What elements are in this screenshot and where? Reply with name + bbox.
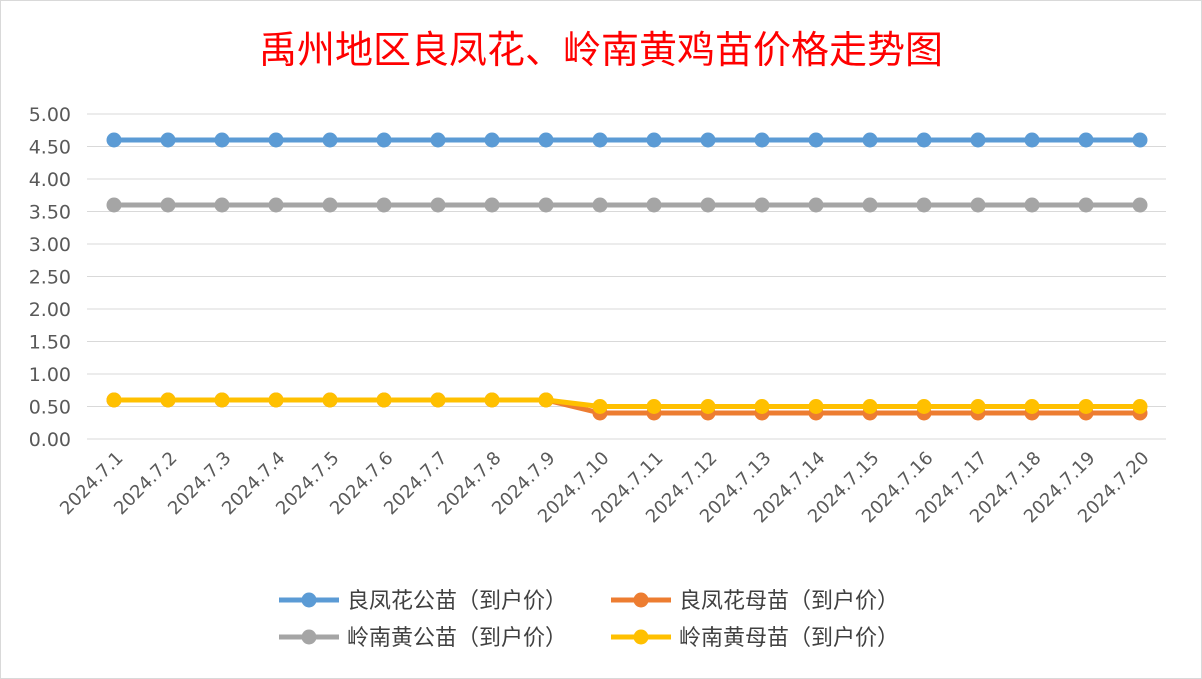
legend-item-2: 良凤花母苗（到户价） [611, 589, 899, 614]
data-point [1132, 197, 1148, 213]
data-point [646, 399, 662, 414]
data-point [538, 132, 554, 148]
data-point [808, 197, 824, 213]
legend-label: 岭南黄公苗（到户价） [347, 626, 567, 651]
y-tick-label: 2.00 [29, 299, 71, 321]
data-point [1132, 132, 1148, 148]
data-point [160, 132, 176, 148]
data-point [214, 197, 230, 213]
data-point [1078, 197, 1094, 213]
data-point [754, 197, 770, 213]
data-point [754, 399, 770, 414]
legend-swatch-marker [633, 629, 649, 645]
data-point [808, 399, 824, 414]
data-point [268, 392, 284, 408]
y-tick-label: 4.50 [29, 137, 71, 159]
data-point [592, 399, 608, 414]
data-point [268, 197, 284, 213]
y-tick-label: 1.00 [29, 364, 71, 386]
y-tick-label: 4.00 [29, 169, 71, 191]
data-point [646, 132, 662, 148]
data-point [484, 132, 500, 148]
legend-item-4: 岭南黄母苗（到户价） [611, 626, 899, 651]
data-point [700, 132, 716, 148]
data-point [376, 392, 392, 408]
data-point [808, 132, 824, 148]
data-point [214, 392, 230, 408]
data-point [214, 132, 230, 148]
legend-label: 岭南黄母苗（到户价） [679, 626, 899, 651]
data-point [1132, 399, 1148, 414]
series-line [114, 397, 1140, 409]
data-point [916, 399, 932, 414]
legend-label: 良凤花公苗（到户价） [347, 589, 567, 614]
data-point [376, 197, 392, 213]
data-point [970, 197, 986, 213]
data-point [1078, 132, 1094, 148]
legend-item-1: 良凤花公苗（到户价） [279, 589, 567, 614]
y-tick-label: 2.50 [29, 267, 71, 289]
y-tick-label: 0.50 [29, 397, 71, 419]
series-3 [106, 197, 1148, 213]
data-point [106, 197, 122, 213]
y-tick-label: 5.00 [29, 104, 71, 126]
data-point [1078, 399, 1094, 414]
series-1 [106, 132, 1148, 148]
data-point [862, 132, 878, 148]
data-point [430, 197, 446, 213]
data-point [484, 197, 500, 213]
data-point [1024, 399, 1040, 414]
data-point [1024, 132, 1040, 148]
data-point [592, 197, 608, 213]
data-point [430, 392, 446, 408]
y-tick-label: 0.00 [29, 429, 71, 451]
y-axis-ticks: 0.00 0.50 1.00 1.50 2.00 2.50 3.00 3.50 4.00 4.50… [29, 104, 71, 451]
data-point [376, 132, 392, 148]
data-point [484, 392, 500, 408]
series-4 [106, 392, 1148, 414]
data-point [106, 392, 122, 408]
data-point [970, 399, 986, 414]
legend-item-3: 岭南黄公苗（到户价） [279, 626, 567, 651]
data-point [700, 197, 716, 213]
data-point [322, 392, 338, 408]
data-point [916, 132, 932, 148]
series-layer [106, 132, 1148, 421]
legend-swatch-marker [633, 592, 649, 608]
legend-label: 良凤花母苗（到户价） [679, 589, 899, 614]
legend-swatch-marker [301, 629, 317, 645]
data-point [538, 197, 554, 213]
data-point [538, 392, 554, 408]
x-axis-ticks: 2024.7.12024.7.22024.7.32024.7.42024.7.5… [56, 448, 1154, 528]
data-point [106, 132, 122, 148]
data-point [592, 132, 608, 148]
chart-title: 禹州地区良凤花、岭南黄鸡苗价格走势图 [259, 28, 943, 72]
data-point [160, 392, 176, 408]
legend: 良凤花公苗（到户价） 良凤花母苗（到户价） 岭南黄公苗（到户价） 岭南黄母苗（到户价） [279, 589, 899, 651]
data-point [322, 132, 338, 148]
y-tick-label: 1.50 [29, 332, 71, 354]
data-point [322, 197, 338, 213]
data-point [862, 399, 878, 414]
data-point [160, 197, 176, 213]
data-point [862, 197, 878, 213]
data-point [430, 132, 446, 148]
data-point [916, 197, 932, 213]
gridlines [87, 113, 1166, 440]
y-tick-label: 3.50 [29, 202, 71, 224]
y-tick-label: 3.00 [29, 234, 71, 256]
data-point [970, 132, 986, 148]
data-point [646, 197, 662, 213]
data-point [268, 132, 284, 148]
data-point [700, 399, 716, 414]
data-point [754, 132, 770, 148]
legend-swatch-marker [301, 592, 317, 608]
data-point [1024, 197, 1040, 213]
